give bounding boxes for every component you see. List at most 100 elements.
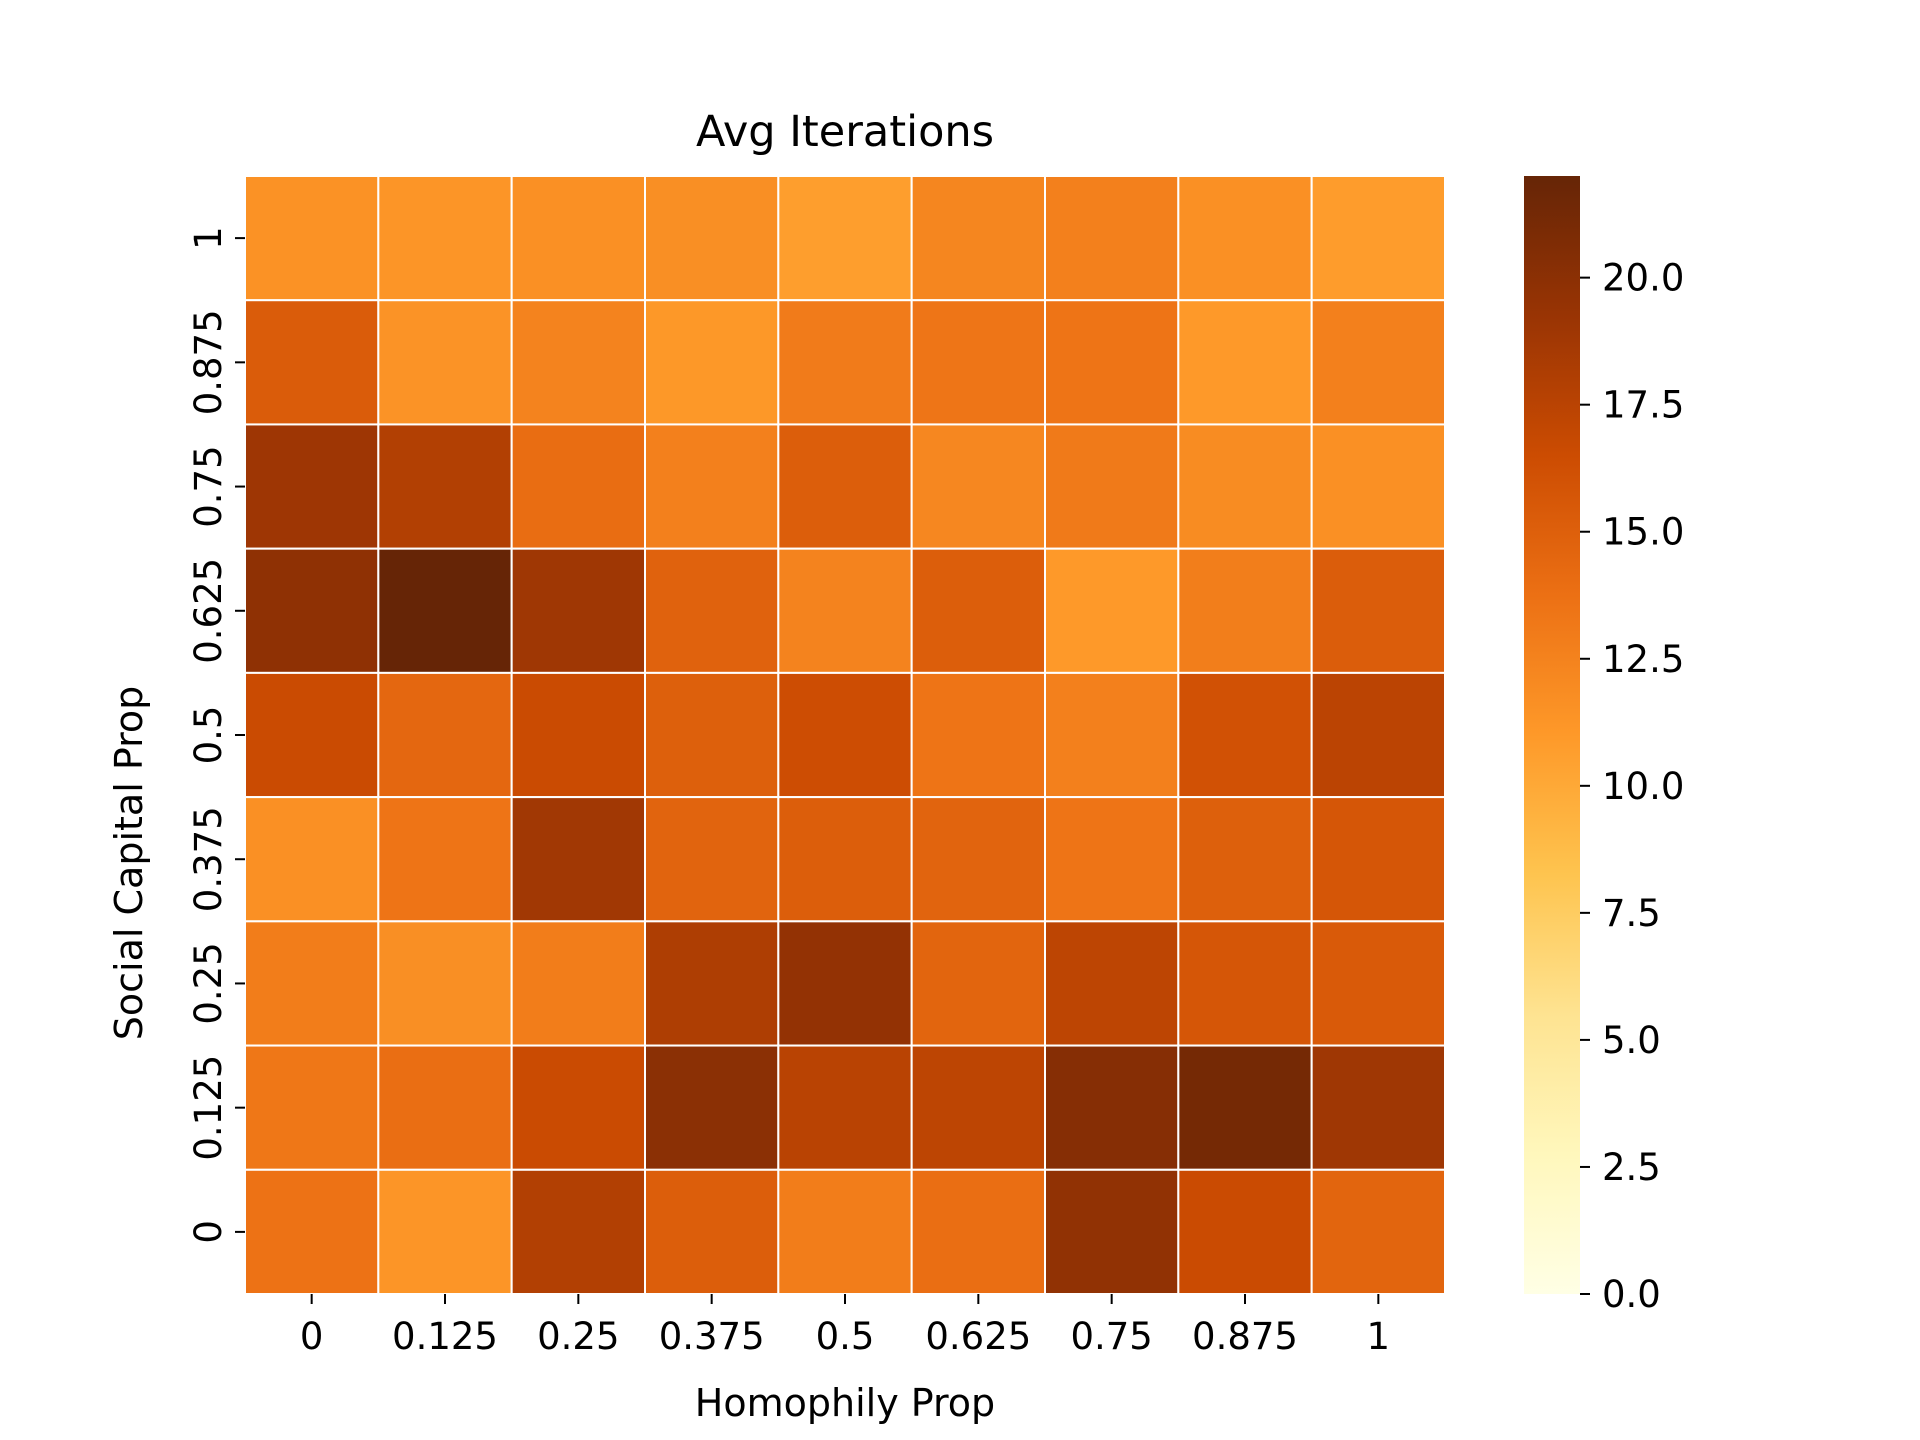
heatmap-cell <box>1310 1044 1446 1171</box>
heatmap-cell <box>1044 1168 1180 1296</box>
y-tick-label: 1 <box>187 226 230 250</box>
y-tick-label: 0.875 <box>187 309 230 415</box>
heatmap-cell <box>910 1044 1047 1171</box>
y-tick-label: 0.25 <box>187 942 230 1024</box>
colorbar-tick-label: 15.0 <box>1602 511 1684 554</box>
x-tick-label: 0.125 <box>392 1315 498 1358</box>
heatmap-cell <box>644 671 780 799</box>
heatmap-cell <box>377 1168 513 1296</box>
heatmap-cell <box>644 175 780 302</box>
heatmap-cell <box>644 423 780 550</box>
y-tick-label: 0.625 <box>187 558 230 664</box>
heatmap-cell <box>777 299 913 426</box>
heatmap-cell <box>244 547 380 674</box>
heatmap-cell <box>510 547 646 674</box>
heatmap-cell <box>910 423 1047 550</box>
heatmap-cell <box>244 1168 380 1296</box>
y-axis-label: Social Capital Prop <box>107 686 151 1040</box>
heatmap-cell <box>1177 920 1313 1047</box>
heatmap-cell <box>244 299 380 426</box>
y-axis: 1 0.875 0.75 0.625 0.5 0.375 0.25 0.125 0 <box>187 226 245 1244</box>
heatmap-cell <box>244 920 380 1047</box>
heatmap-cell <box>1044 547 1180 674</box>
heatmap-cell <box>377 920 513 1047</box>
heatmap-cell <box>377 1044 513 1171</box>
heatmap-cell <box>777 796 913 923</box>
colorbar-tick-label: 5.0 <box>1602 1019 1661 1062</box>
heatmap-cell <box>1177 299 1313 426</box>
heatmap-cell <box>377 299 513 426</box>
heatmap-cell <box>1177 1044 1313 1171</box>
colorbar-tick-label: 12.5 <box>1602 638 1684 681</box>
heatmap-cell <box>244 1044 380 1171</box>
heatmap-cell <box>910 547 1047 674</box>
x-tick-label: 0 <box>300 1315 324 1358</box>
heatmap-cell <box>1310 175 1446 302</box>
heatmap-cell <box>910 1168 1047 1296</box>
heatmap-cell <box>1177 547 1313 674</box>
y-tick-label: 0.5 <box>187 706 230 765</box>
colorbar-tick-label: 0.0 <box>1602 1273 1661 1316</box>
heatmap-cell <box>1044 299 1180 426</box>
heatmap-cell <box>510 299 646 426</box>
heatmap-cell <box>1177 175 1313 302</box>
heatmap-cell <box>1177 423 1313 550</box>
heatmap-cell <box>377 671 513 799</box>
heatmap-cell <box>377 175 513 302</box>
x-tick-label: 0.875 <box>1192 1315 1298 1358</box>
heatmap-cell <box>1310 299 1446 426</box>
heatmap-cell <box>510 423 646 550</box>
heatmap-cell <box>377 796 513 923</box>
heatmap-cell <box>1310 671 1446 799</box>
heatmap-cell <box>1044 796 1180 923</box>
heatmap-cell <box>244 423 380 550</box>
heatmap-cell <box>1310 547 1446 674</box>
colorbar-tick-label: 20.0 <box>1602 257 1684 300</box>
y-tick-label: 0 <box>187 1220 230 1244</box>
heatmap-cell <box>510 920 646 1047</box>
heatmap-cell <box>510 1168 646 1296</box>
colorbar-tick-label: 7.5 <box>1602 892 1661 935</box>
colorbar <box>1524 176 1580 1294</box>
y-tick-label: 0.375 <box>187 806 230 912</box>
heatmap-cell <box>910 920 1047 1047</box>
heatmap-cell <box>244 796 380 923</box>
heatmap-cell <box>510 175 646 302</box>
heatmap-cell <box>1310 423 1446 550</box>
heatmap-cell <box>244 175 380 302</box>
heatmap-cell <box>244 671 380 799</box>
heatmap-cell <box>510 1044 646 1171</box>
heatmap-cell <box>1044 175 1180 302</box>
x-tick-label: 0.75 <box>1070 1315 1152 1358</box>
x-axis-label: Homophily Prop <box>695 1381 995 1425</box>
heatmap-cell <box>1044 671 1180 799</box>
x-tick-label: 1 <box>1367 1315 1391 1358</box>
x-tick-label: 0.625 <box>925 1315 1031 1358</box>
x-tick-label: 0.25 <box>537 1315 619 1358</box>
heatmap-cell <box>644 1168 780 1296</box>
heatmap-cell <box>1177 671 1313 799</box>
x-tick-label: 0.375 <box>659 1315 765 1358</box>
heatmap-cell <box>777 920 913 1047</box>
heatmap-cell <box>644 547 780 674</box>
heatmap-cell <box>1044 920 1180 1047</box>
heatmap-cell <box>910 175 1047 302</box>
heatmap-cell <box>377 547 513 674</box>
heatmap-cell <box>777 1044 913 1171</box>
heatmap-cell <box>1177 796 1313 923</box>
heatmap-cell <box>777 671 913 799</box>
heatmap-cell <box>644 299 780 426</box>
heatmap-cell <box>910 796 1047 923</box>
colorbar-axis: 0.0 2.5 5.0 7.5 10.0 12.5 15.0 17.5 20.0 <box>1580 257 1684 1316</box>
colorbar-tick-label: 2.5 <box>1602 1146 1661 1189</box>
heatmap-cell <box>510 671 646 799</box>
heatmap-cell <box>644 920 780 1047</box>
y-tick-label: 0.125 <box>187 1055 230 1161</box>
heatmap-cell <box>1310 920 1446 1047</box>
heatmap-cell <box>777 547 913 674</box>
heatmap-cell <box>777 175 913 302</box>
heatmap-cell <box>1310 796 1446 923</box>
heatmap-cell <box>910 299 1047 426</box>
heatmap-cell <box>1310 1168 1446 1296</box>
